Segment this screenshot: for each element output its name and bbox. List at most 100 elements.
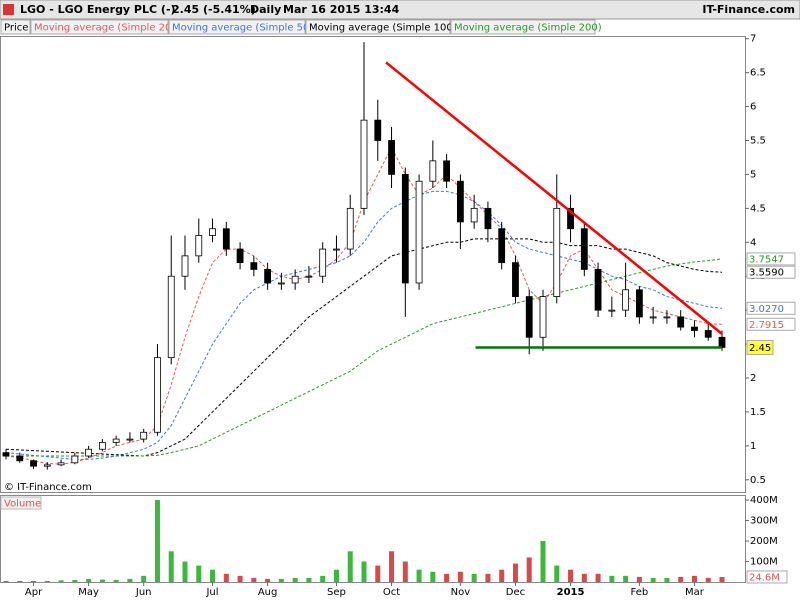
y-tick-label: 6.5 [750, 68, 766, 79]
candle-body [181, 255, 189, 277]
candle-body [567, 207, 574, 230]
volume-bar [705, 577, 711, 582]
candle-body [663, 316, 671, 319]
y-tick-label: 5 [750, 169, 756, 180]
candle-body [443, 160, 451, 182]
volume-bar [636, 576, 642, 582]
last-volume-box [746, 570, 788, 584]
x-tick-label: Sep [327, 587, 346, 598]
candle-body [57, 462, 65, 466]
volume-bar [292, 577, 298, 582]
volume-bar [31, 580, 37, 582]
candle-body [429, 160, 437, 182]
volume-bar [237, 575, 243, 582]
volume-bar [44, 580, 50, 582]
candle-body [649, 316, 657, 319]
candle-body [98, 442, 106, 450]
candle-body [346, 207, 354, 250]
candle-body [388, 140, 395, 175]
volume-bar [526, 557, 532, 582]
legend-entry: Moving average (Simple 20) [34, 23, 175, 34]
candle-body [30, 460, 37, 467]
candle-body [43, 464, 51, 467]
volume-bar [719, 576, 725, 582]
candle-body [16, 455, 24, 462]
volume-bar [581, 573, 587, 582]
last-value-box [746, 265, 796, 279]
candle-body [195, 235, 203, 257]
moving-average [6, 258, 723, 457]
y-tick-label: 1 [750, 441, 756, 452]
last-change: 2.45 (-5.41%) [172, 3, 256, 16]
candle-body [704, 330, 712, 338]
last-price-label: 2.45 [749, 343, 771, 354]
volume-bar [457, 571, 463, 582]
volume-bar [389, 551, 395, 582]
candle-body [374, 119, 382, 141]
volume-tick-label: 400M [750, 495, 778, 506]
last-value-label: 3.5590 [749, 268, 784, 279]
candle-body [112, 438, 120, 443]
volume-bar [512, 563, 518, 582]
candle-body [167, 275, 175, 359]
y-tick-label: 0.5 [750, 475, 766, 486]
candle-body [677, 316, 685, 328]
x-tick-label: Aug [258, 587, 278, 598]
watermark: © IT-Finance.com [4, 482, 92, 493]
trend-line [385, 61, 723, 335]
x-tick-label: 2015 [557, 587, 585, 598]
volume-bar [554, 565, 560, 582]
legend-entry: Moving average (Simple 50) [172, 23, 313, 34]
volume-tick-label: 200M [750, 536, 778, 547]
volume-label: Volume [4, 499, 41, 510]
volume-bar [278, 578, 284, 582]
volume-bar [609, 575, 615, 582]
price-panel [0, 36, 746, 493]
volume-bar [113, 579, 119, 582]
moving-average [5, 190, 723, 460]
volume-bar [595, 573, 601, 582]
volume-bar [375, 565, 381, 582]
y-tick-label: 1.5 [750, 407, 766, 418]
candle-body [622, 289, 630, 311]
volume-bar [361, 561, 367, 582]
candle-body [305, 275, 313, 278]
volume-bar [306, 577, 312, 582]
x-tick-label: Jun [135, 587, 152, 598]
last-value-label: 3.7547 [749, 254, 784, 265]
candle-body [594, 269, 602, 311]
candle-body [126, 438, 134, 441]
candle-body [691, 326, 698, 331]
candle-body [2, 452, 10, 457]
volume-bar [568, 569, 574, 582]
volume-bar [17, 580, 23, 582]
candle-body [470, 207, 478, 223]
candle-body [608, 309, 616, 312]
x-tick-label: Apr [25, 587, 43, 598]
last-value-box [746, 252, 796, 266]
candle-body [209, 228, 216, 236]
candle-body [456, 180, 464, 223]
logo-icon [3, 4, 14, 15]
candle-body [85, 448, 93, 457]
last-value-label: 3.0270 [749, 304, 784, 315]
volume-bar [623, 575, 629, 582]
y-tick-label: 2 [750, 373, 756, 384]
volume-bar [127, 578, 133, 582]
volume-bar [210, 569, 216, 582]
candle-body [222, 228, 230, 250]
x-tick-label: Nov [451, 587, 471, 598]
candle-body [512, 262, 519, 297]
y-tick-label: 5.5 [750, 136, 766, 147]
volume-bar [471, 573, 477, 582]
x-tick-label: Jul [205, 587, 218, 598]
candle-body [718, 336, 726, 348]
candle-body [484, 207, 492, 230]
y-tick-label: 6 [750, 102, 756, 113]
volume-bar [223, 573, 229, 582]
volume-bar [320, 575, 326, 582]
candle-body [264, 269, 272, 284]
last-value-box [746, 301, 796, 315]
x-tick-label: Feb [631, 587, 649, 598]
